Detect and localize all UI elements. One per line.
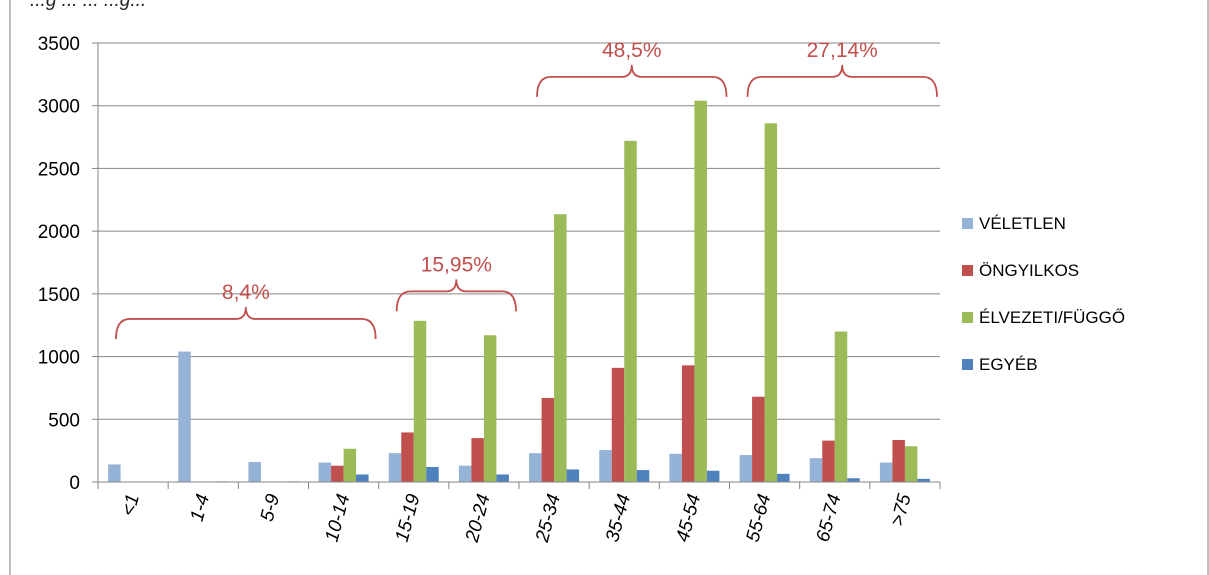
bar	[822, 440, 835, 482]
legend-label: VÉLETLEN	[979, 214, 1066, 233]
bar	[879, 462, 893, 482]
bar	[483, 335, 497, 482]
y-tick-label: 2000	[38, 222, 80, 243]
bar	[529, 453, 542, 482]
bar	[178, 351, 191, 482]
bar	[764, 123, 778, 482]
bar	[904, 446, 918, 482]
bar	[694, 100, 707, 482]
bar	[108, 464, 121, 482]
annotation-bracket	[115, 306, 377, 339]
legend-swatch	[962, 312, 973, 323]
bar	[248, 461, 261, 482]
header-text: ...g ... ... ...g...	[30, 0, 146, 11]
bar	[566, 469, 580, 482]
bar	[458, 465, 472, 482]
annotation-label: 15,95%	[421, 253, 492, 276]
bar	[752, 396, 765, 482]
annotation-bracket	[395, 279, 517, 312]
bar	[777, 473, 790, 482]
bar	[426, 466, 439, 482]
bar	[847, 478, 860, 482]
bar	[809, 458, 823, 482]
y-tick-label: 3500	[38, 34, 80, 55]
bar	[681, 365, 695, 482]
bar-layer	[108, 100, 930, 482]
bar	[343, 448, 357, 482]
legend-swatch	[962, 265, 973, 276]
bar	[834, 331, 848, 482]
bar	[413, 320, 427, 482]
bar	[599, 450, 612, 482]
bar	[388, 453, 402, 482]
legend-label: EGYÉB	[979, 355, 1038, 374]
bar	[331, 465, 344, 482]
annotation-label: 48,5%	[602, 39, 662, 62]
legend-swatch	[962, 218, 973, 229]
y-tick-label: 0	[69, 473, 80, 494]
legend: VÉLETLEN ÖNGYILKOS ÉLVEZETI/FÜGGŐ EGYÉB	[962, 214, 1125, 374]
y-tick-label: 2500	[38, 159, 80, 180]
y-tick-label: 1000	[38, 348, 80, 369]
bar	[892, 439, 905, 482]
bar	[624, 140, 637, 482]
bar	[496, 474, 509, 482]
bar	[401, 432, 414, 482]
bar	[471, 438, 484, 482]
bar	[636, 470, 650, 482]
bar	[706, 470, 720, 482]
annotation-label: 27,14%	[807, 39, 878, 62]
y-tick-label: 3000	[38, 97, 80, 118]
bar	[917, 478, 930, 482]
bar	[318, 462, 332, 482]
bar	[541, 397, 555, 482]
legend-swatch	[962, 359, 973, 370]
bar	[611, 367, 625, 482]
legend-label: ÖNGYILKOS	[979, 261, 1079, 280]
y-tick-label: 1500	[38, 285, 80, 306]
bar	[554, 214, 567, 482]
grid-layer	[98, 42, 940, 420]
y-tick-label: 500	[48, 410, 80, 431]
bar	[669, 453, 682, 482]
legend-label: ÉLVEZETI/FÜGGŐ	[979, 308, 1125, 327]
bar	[356, 474, 369, 482]
bar	[739, 455, 753, 482]
annotation-label: 8,4%	[222, 281, 270, 304]
